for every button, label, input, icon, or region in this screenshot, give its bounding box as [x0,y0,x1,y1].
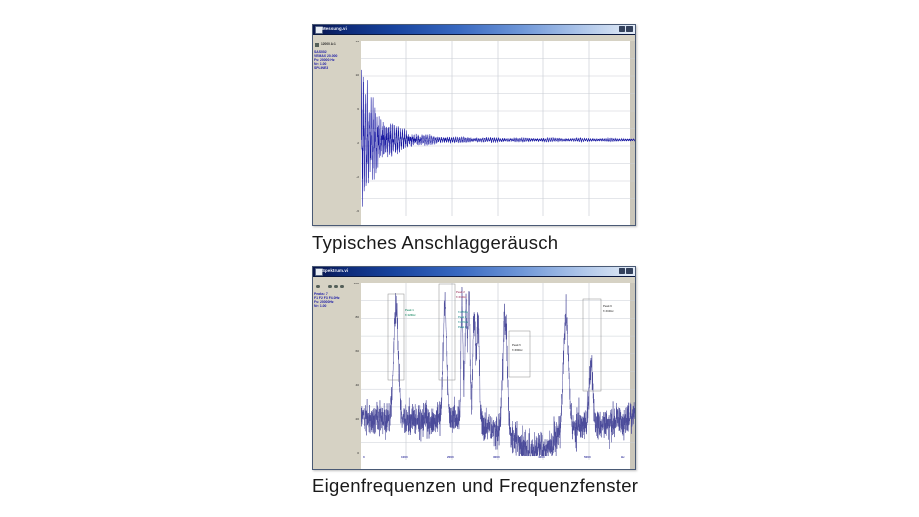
svg-text:3000: 3000 [493,455,500,459]
svg-text:f=215Hz: f=215Hz [456,295,467,299]
svg-text:f=410Hz: f=410Hz [603,309,614,313]
svg-text:2000: 2000 [447,455,454,459]
svg-text:f=300Hz: f=300Hz [512,348,523,352]
svg-text:Peak 2: Peak 2 [456,290,465,294]
svg-text:5000: 5000 [584,455,591,459]
svg-text:Peak 5: Peak 5 [512,343,521,347]
svg-text:Peak 6: Peak 6 [603,304,612,308]
svg-text:f=270Hz: f=270Hz [458,320,469,324]
svg-text:0: 0 [363,455,365,459]
svg-text:Peak 4: Peak 4 [458,325,467,329]
svg-text:Hz: Hz [621,455,625,459]
svg-text:Peak 1: Peak 1 [405,308,414,312]
svg-text:4000: 4000 [538,455,545,459]
svg-text:f=123Hz: f=123Hz [405,313,416,317]
svg-text:f=255Hz: f=255Hz [458,310,469,314]
svg-text:1000: 1000 [401,455,408,459]
svg-text:Peak 3: Peak 3 [458,315,467,319]
